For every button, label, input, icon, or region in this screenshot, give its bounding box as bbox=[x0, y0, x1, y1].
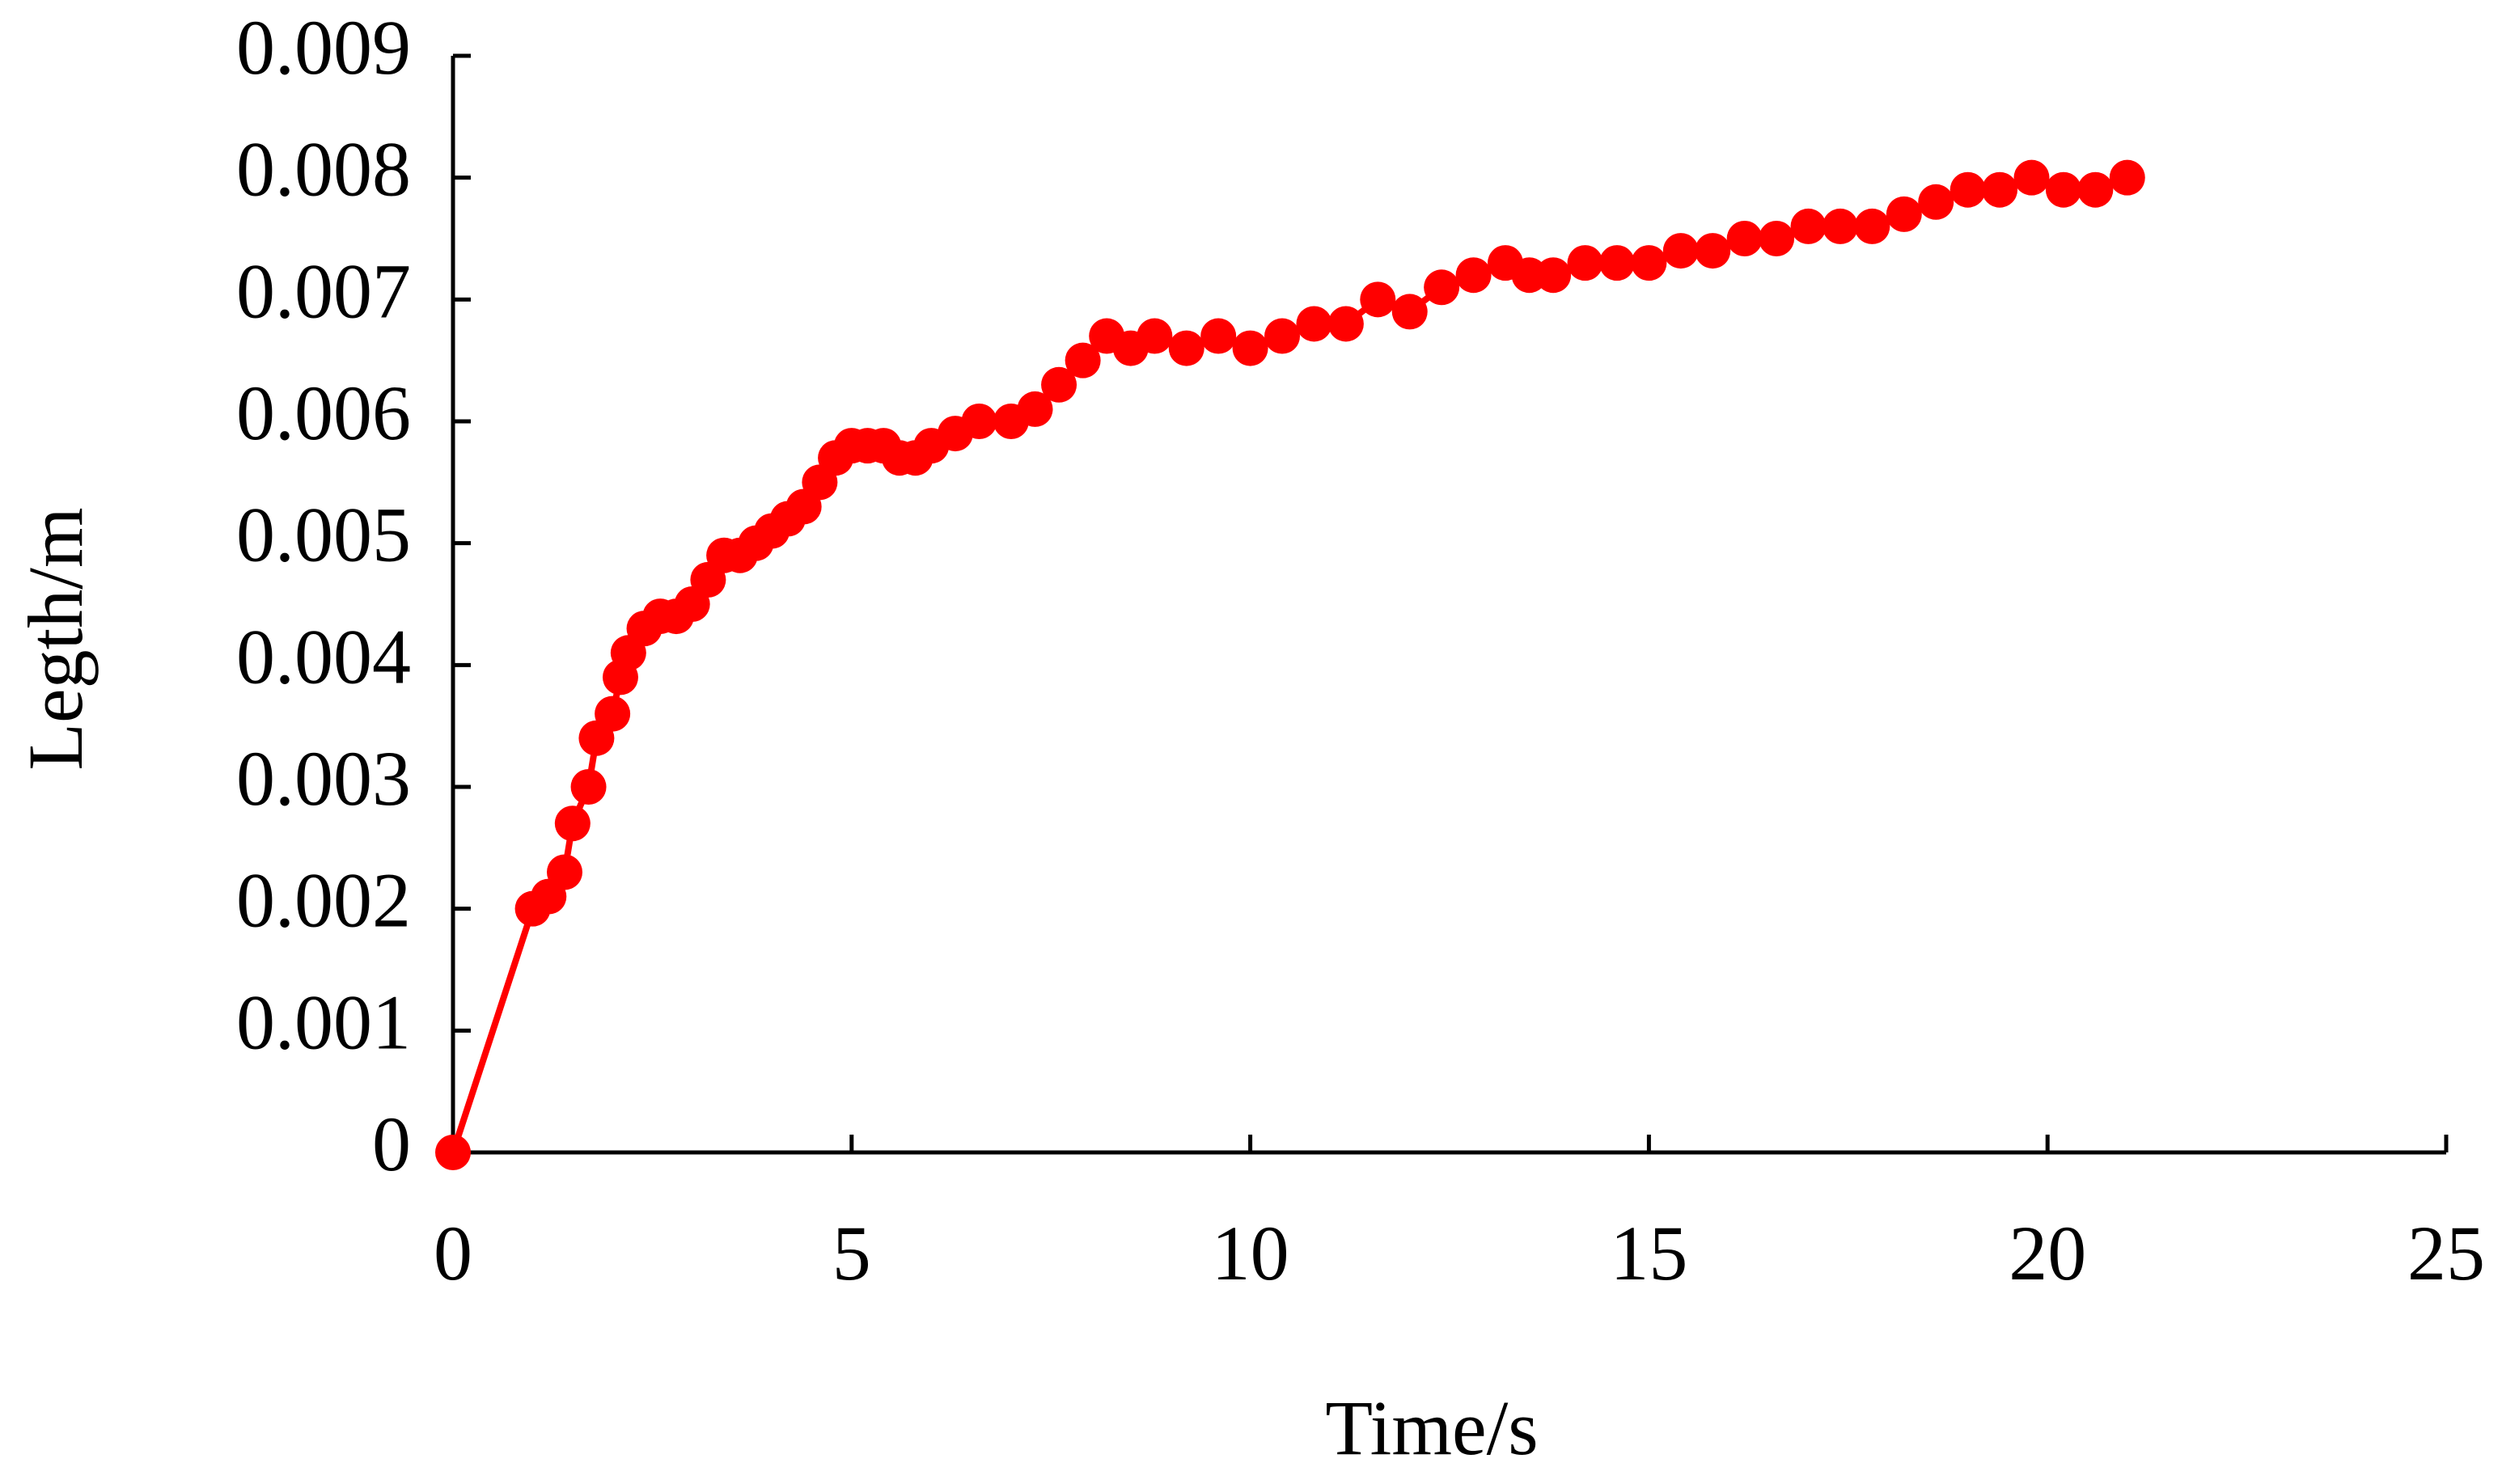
data-point bbox=[1455, 257, 1492, 294]
x-tick-label: 15 bbox=[1610, 1210, 1687, 1296]
data-point bbox=[1065, 342, 1101, 378]
data-point bbox=[1790, 208, 1827, 244]
data-point bbox=[1041, 366, 1077, 403]
data-point bbox=[1137, 318, 1173, 354]
data-point bbox=[435, 1135, 471, 1170]
data-point bbox=[1822, 208, 1858, 244]
data-point bbox=[1200, 318, 1237, 354]
y-tick-label: 0.002 bbox=[236, 857, 411, 944]
y-tick-label: 0 bbox=[372, 1101, 411, 1187]
data-point bbox=[2045, 171, 2081, 208]
data-point bbox=[1662, 233, 1699, 269]
data-point bbox=[1854, 208, 1890, 244]
y-tick-label: 0.001 bbox=[236, 979, 411, 1065]
data-point bbox=[961, 404, 997, 439]
data-point bbox=[1726, 221, 1763, 256]
data-point bbox=[1695, 233, 1731, 269]
x-tick-label: 20 bbox=[2009, 1210, 2086, 1296]
data-point bbox=[1567, 245, 1603, 281]
y-tick-label: 0.006 bbox=[236, 370, 411, 456]
data-point bbox=[2109, 159, 2145, 196]
y-tick-label: 0.003 bbox=[236, 735, 411, 822]
data-point bbox=[2077, 171, 2114, 208]
y-tick-label: 0.007 bbox=[236, 247, 411, 334]
data-point bbox=[1918, 184, 1954, 220]
x-tick-label: 10 bbox=[1212, 1210, 1289, 1296]
data-point bbox=[1391, 294, 1428, 330]
x-tick-label: 0 bbox=[434, 1210, 472, 1296]
data-point bbox=[595, 695, 631, 732]
data-point bbox=[1424, 269, 1460, 306]
data-point bbox=[1232, 330, 1268, 366]
data-point bbox=[1631, 245, 1667, 281]
data-point bbox=[2013, 159, 2050, 196]
y-tick-label: 0.004 bbox=[236, 613, 411, 700]
data-point bbox=[1598, 245, 1635, 281]
x-axis-title: Time/s bbox=[1325, 1385, 1538, 1471]
data-point bbox=[1535, 257, 1572, 294]
data-point bbox=[1950, 171, 1986, 208]
data-point bbox=[570, 769, 607, 805]
data-point bbox=[1327, 306, 1364, 342]
data-point bbox=[1017, 391, 1053, 427]
y-axis-title: Legth/m bbox=[12, 507, 99, 770]
data-point bbox=[1982, 171, 2018, 208]
data-point bbox=[1296, 306, 1332, 342]
data-point bbox=[1168, 330, 1204, 366]
data-point bbox=[554, 805, 591, 842]
x-tick-label: 5 bbox=[832, 1210, 871, 1296]
x-tick-label: 25 bbox=[2407, 1210, 2485, 1296]
y-tick-label: 0.005 bbox=[236, 492, 411, 578]
data-point bbox=[1759, 221, 1795, 256]
data-point bbox=[1360, 281, 1396, 318]
data-point bbox=[1264, 318, 1301, 354]
y-tick-label: 0.009 bbox=[236, 4, 411, 91]
y-tick-label: 0.008 bbox=[236, 126, 411, 213]
data-point bbox=[546, 854, 582, 890]
data-point bbox=[1886, 196, 1922, 232]
